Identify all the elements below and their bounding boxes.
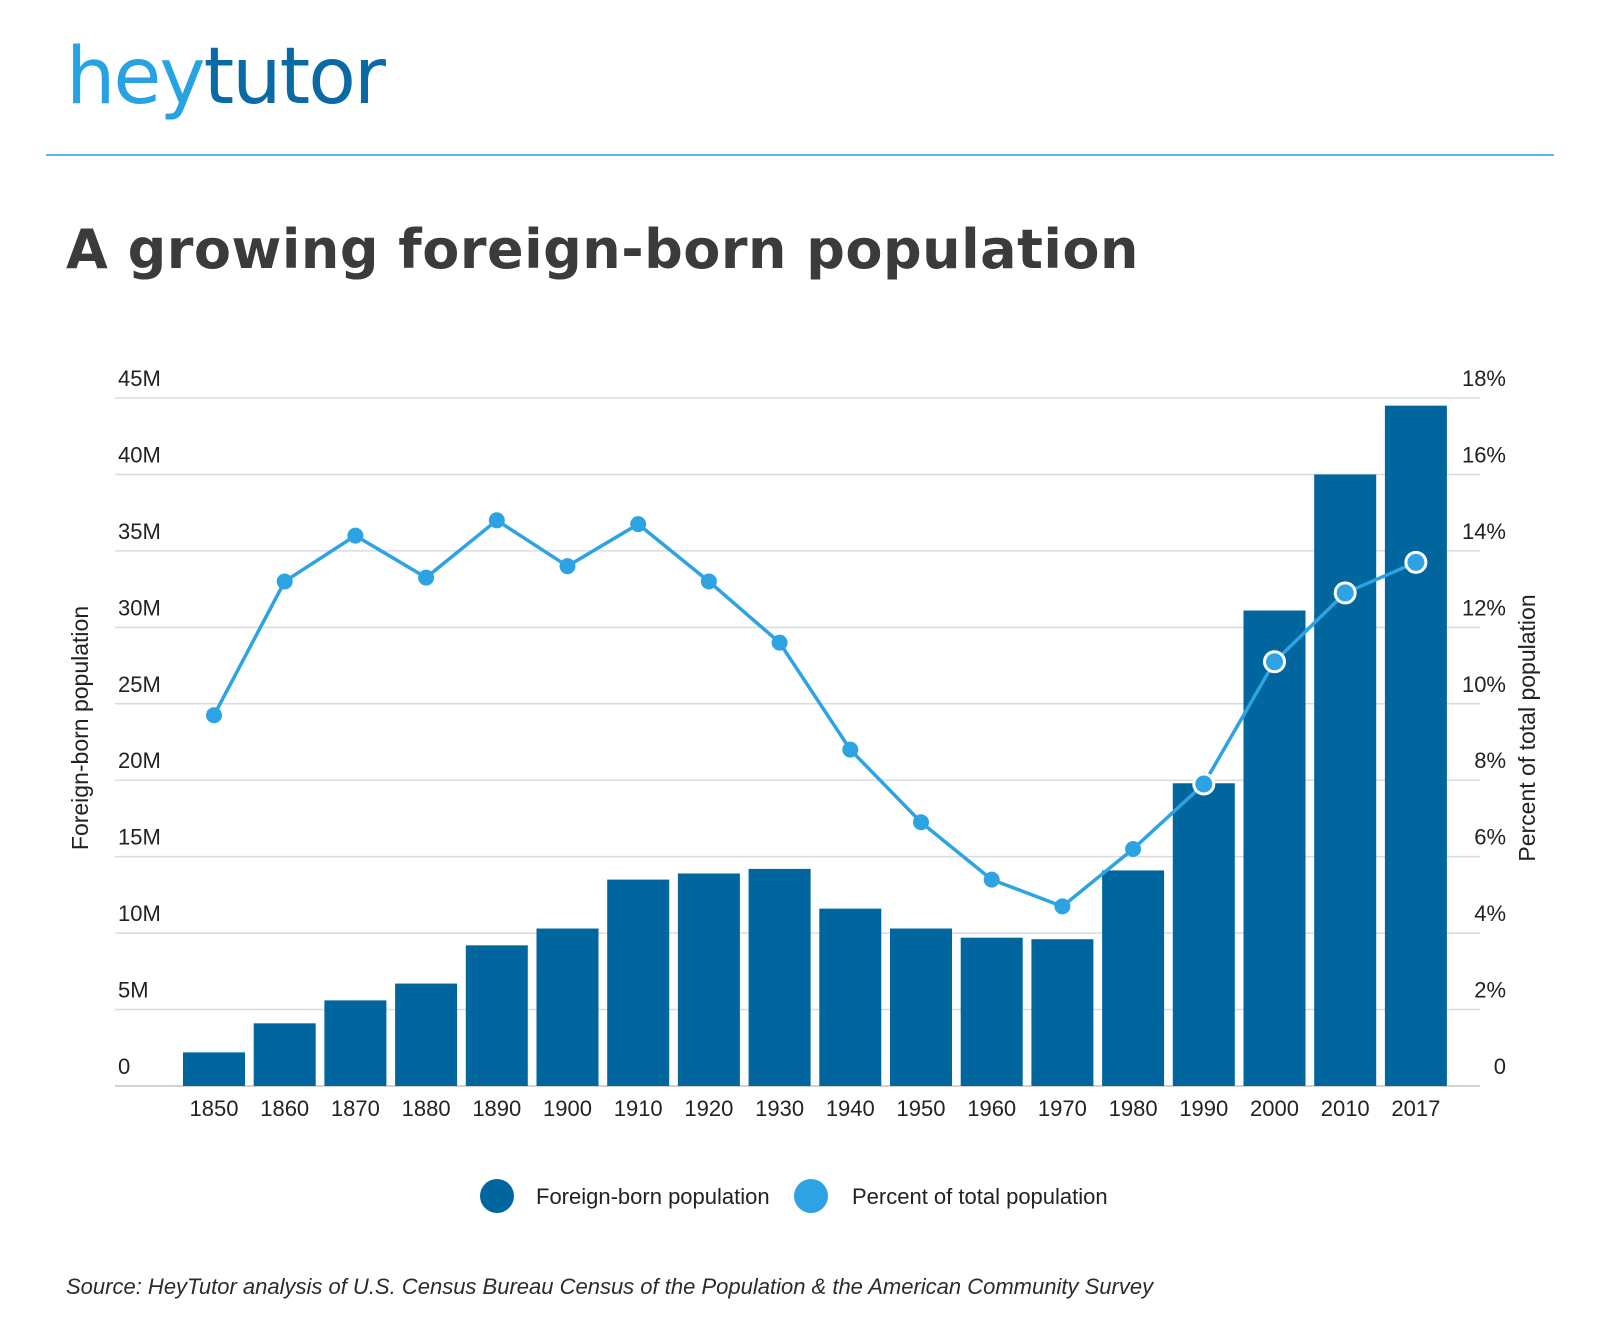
x-tick-label: 1900 xyxy=(543,1096,592,1121)
bar-1940 xyxy=(819,908,882,1086)
percent-point-1920 xyxy=(700,573,717,590)
y-right-tick-label: 8% xyxy=(1474,748,1506,773)
y-left-tick-label: 10M xyxy=(118,901,161,926)
legend-label-bars: Foreign-born population xyxy=(536,1184,770,1209)
legend-swatch-bars xyxy=(480,1179,514,1213)
y-left-tick-label: 35M xyxy=(118,519,161,544)
x-tick-label: 2017 xyxy=(1391,1096,1440,1121)
percent-line xyxy=(212,518,1417,909)
x-tick-label: 1880 xyxy=(402,1096,451,1121)
y-right-tick-label: 12% xyxy=(1462,595,1506,620)
header-divider xyxy=(46,154,1554,156)
y-right-tick-label: 2% xyxy=(1474,978,1506,1003)
percent-point-1850 xyxy=(206,707,222,724)
percent-point-2010 xyxy=(1333,581,1357,605)
percent-point-2017 xyxy=(1404,550,1428,574)
x-tick-label: 1940 xyxy=(826,1096,875,1121)
y-right-axis-title: Percent of total population xyxy=(1514,594,1540,861)
percent-point-1960 xyxy=(983,871,1000,888)
y-right-tick-label: 14% xyxy=(1462,519,1506,544)
y-left-tick-label: 15M xyxy=(118,825,161,850)
bar-1860 xyxy=(253,1023,316,1086)
y-left-tick-label: 25M xyxy=(118,672,161,697)
chart-title: A growing foreign-born population xyxy=(66,218,1139,281)
percent-point-1950 xyxy=(913,814,929,831)
bar-1870 xyxy=(324,1000,387,1086)
legend-label-line: Percent of total population xyxy=(852,1184,1108,1209)
x-tick-label: 1970 xyxy=(1038,1096,1087,1121)
bar-1900 xyxy=(536,928,599,1086)
x-tick-label: 2000 xyxy=(1250,1096,1299,1121)
y-right-tick-label: 18% xyxy=(1462,366,1506,391)
percent-point-1910 xyxy=(630,516,647,533)
y-left-tick-label: 0 xyxy=(118,1054,130,1079)
y-right-tick-label: 16% xyxy=(1462,442,1506,467)
x-tick-label: 1960 xyxy=(967,1096,1016,1121)
y-right-tick-label: 10% xyxy=(1462,672,1506,697)
bar-1990 xyxy=(1172,783,1235,1086)
source-note: Source: HeyTutor analysis of U.S. Census… xyxy=(66,1274,1154,1299)
x-tick-label: 1890 xyxy=(472,1096,521,1121)
percent-point-1940 xyxy=(842,741,859,758)
bar-1910 xyxy=(607,879,670,1086)
bar-1970 xyxy=(1031,939,1094,1086)
x-tick-label: 1910 xyxy=(614,1096,663,1121)
x-tick-label: 1990 xyxy=(1179,1096,1228,1121)
logo-hey: hey xyxy=(66,32,206,122)
percent-point-1860 xyxy=(276,573,293,590)
x-tick-label: 1980 xyxy=(1109,1096,1158,1121)
bar-2010 xyxy=(1314,474,1377,1086)
y-left-tick-label: 40M xyxy=(118,442,161,467)
logo-tutor: tutor xyxy=(203,32,386,122)
y-right-tick-label: 6% xyxy=(1474,825,1506,850)
y-left-tick-label: 5M xyxy=(118,978,149,1003)
legend-swatch-line xyxy=(794,1179,828,1213)
percent-point-2000 xyxy=(1263,650,1286,674)
bar-2000 xyxy=(1243,610,1306,1086)
y-left-axis-title: Foreign-born population xyxy=(67,606,93,850)
percent-point-1930 xyxy=(771,634,788,651)
x-tick-label: 1860 xyxy=(260,1096,309,1121)
bar-1880 xyxy=(395,983,458,1086)
percent-point-1980 xyxy=(1125,841,1142,858)
bar-1850 xyxy=(183,1052,245,1086)
bar-1920 xyxy=(677,873,740,1086)
percent-point-1970 xyxy=(1054,898,1071,915)
bar-1890 xyxy=(465,945,528,1086)
bar-2017 xyxy=(1384,405,1447,1087)
percent-point-1880 xyxy=(418,569,435,586)
bar-1960 xyxy=(960,937,1023,1086)
x-tick-label: 2010 xyxy=(1321,1096,1370,1121)
x-tick-label: 1930 xyxy=(755,1096,804,1121)
percent-point-1870 xyxy=(347,527,364,544)
percent-point-1890 xyxy=(488,512,505,529)
y-left-tick-label: 30M xyxy=(118,595,161,620)
percent-point-1900 xyxy=(559,558,576,575)
y-left-tick-label: 45M xyxy=(118,366,161,391)
heytutor-logo: heytutor xyxy=(66,38,386,116)
bar-1980 xyxy=(1102,870,1165,1086)
x-tick-label: 1850 xyxy=(190,1096,239,1121)
x-tick-label: 1870 xyxy=(331,1096,380,1121)
y-right-tick-label: 0 xyxy=(1494,1054,1506,1079)
bar-1950 xyxy=(890,928,952,1086)
y-right-tick-label: 4% xyxy=(1474,901,1506,926)
x-tick-label: 1920 xyxy=(684,1096,733,1121)
bar-1930 xyxy=(748,868,811,1086)
x-tick-label: 1950 xyxy=(897,1096,946,1121)
percent-point-1990 xyxy=(1192,772,1216,796)
y-left-tick-label: 20M xyxy=(118,748,161,773)
